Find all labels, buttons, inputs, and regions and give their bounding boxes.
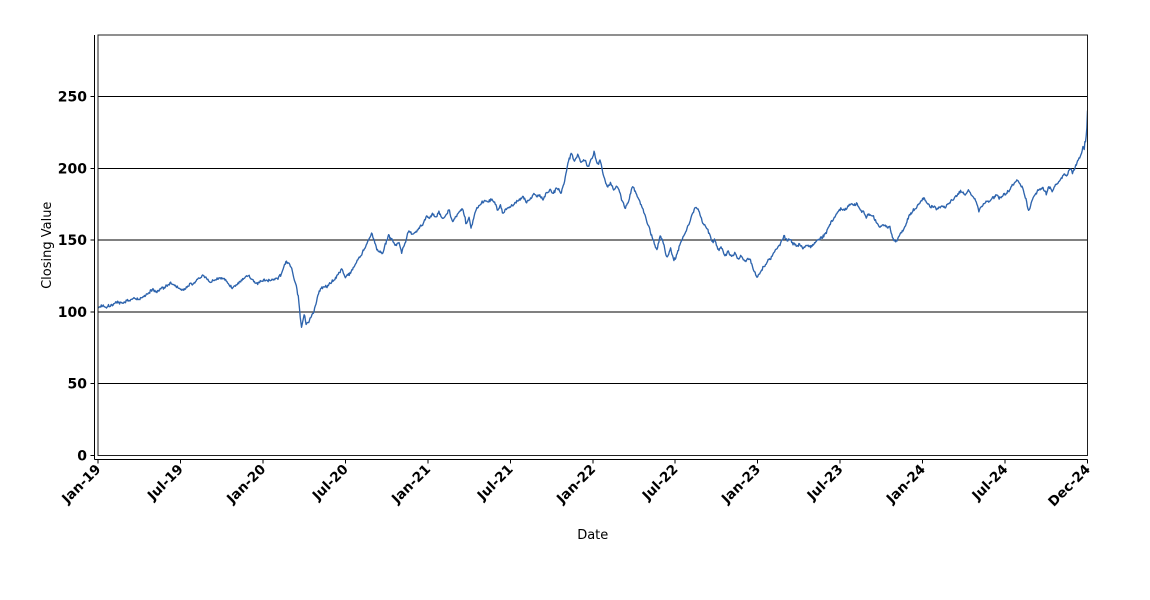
- y-axis-title: Closing Value: [40, 202, 55, 289]
- x-tick-label: Jan-21: [388, 462, 434, 508]
- y-tick-label: 250: [58, 90, 87, 106]
- x-tick-label: Jan-20: [223, 462, 269, 508]
- y-tick-labels: 0 50 100 150 200 250: [58, 90, 87, 465]
- x-tick-label: Jul-23: [804, 462, 847, 505]
- y-tick-label: 200: [58, 161, 87, 177]
- x-tick-label: Jul-20: [309, 462, 352, 505]
- x-tick-label: Jul-22: [639, 462, 682, 505]
- x-tick-label: Jan-23: [718, 462, 764, 508]
- axis-lines: [94, 35, 1088, 460]
- y-tick-label: 0: [77, 449, 87, 465]
- price-line-series: [98, 110, 1088, 328]
- series-layer: [98, 110, 1088, 328]
- y-tick-label: 100: [58, 305, 87, 321]
- y-tick-label: 50: [68, 377, 88, 393]
- gridlines: [98, 96, 1088, 385]
- x-tick-label: Jan-19: [58, 462, 104, 508]
- x-tick-label: Jul-21: [474, 462, 517, 505]
- x-tick-label: Jan-22: [553, 462, 599, 508]
- x-tick-label: Jul-24: [968, 462, 1011, 505]
- x-tick-labels: Jan-19 Jul-19 Jan-20 Jul-20 Jan-21 Jul-21 Jan-…: [58, 462, 1094, 511]
- y-tick-label: 150: [58, 233, 87, 249]
- x-tick-label: Jan-24: [883, 462, 929, 508]
- plot-border: [97, 34, 1089, 457]
- x-tick-label: Dec-24: [1045, 462, 1094, 511]
- x-tick-label: Jul-19: [144, 462, 187, 505]
- tick-marks: [90, 96, 1088, 464]
- x-axis-title: Date: [577, 528, 608, 543]
